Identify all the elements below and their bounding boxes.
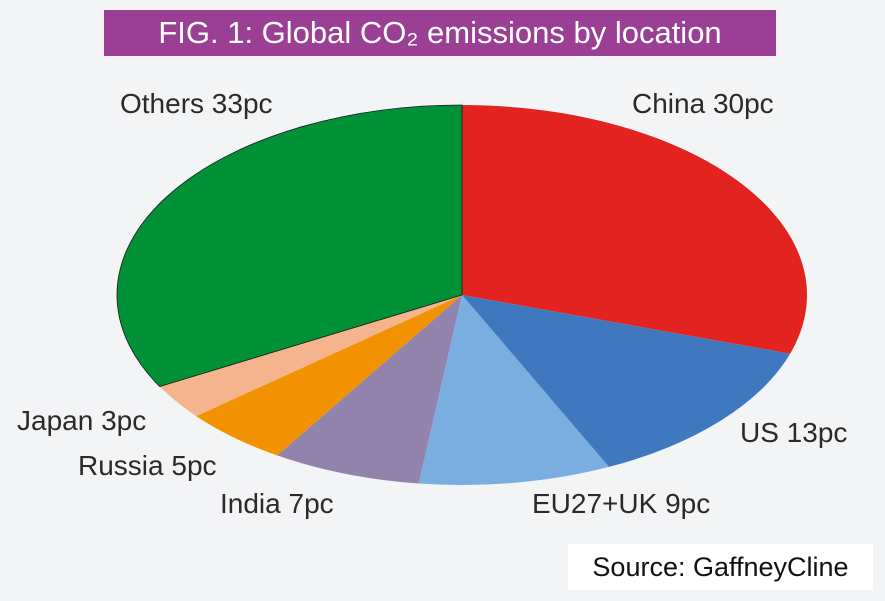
label-russia: Russia 5pc bbox=[78, 450, 217, 481]
slice-us bbox=[462, 295, 791, 467]
source-note: Source: GaffneyCline bbox=[568, 544, 873, 590]
slice-russia bbox=[196, 295, 463, 456]
slice-china bbox=[462, 105, 807, 354]
pie-slices bbox=[116, 104, 807, 485]
label-china: China 30pc bbox=[632, 88, 774, 119]
label-others: Others 33pc bbox=[120, 88, 273, 119]
chart-title: FIG. 1: Global CO₂ emissions by location bbox=[104, 10, 776, 56]
slice-japan bbox=[159, 295, 463, 417]
label-india: India 7pc bbox=[220, 488, 334, 519]
label-eu27-uk: EU27+UK 9pc bbox=[532, 488, 710, 519]
slice-others bbox=[116, 104, 463, 387]
slice-eu27-uk bbox=[418, 295, 609, 485]
label-us: US 13pc bbox=[740, 417, 847, 448]
label-japan: Japan 3pc bbox=[17, 405, 146, 436]
slice-india bbox=[277, 295, 462, 484]
pie-labels: China 30pc US 13pc EU27+UK 9pc India 7pcRus… bbox=[17, 88, 847, 519]
